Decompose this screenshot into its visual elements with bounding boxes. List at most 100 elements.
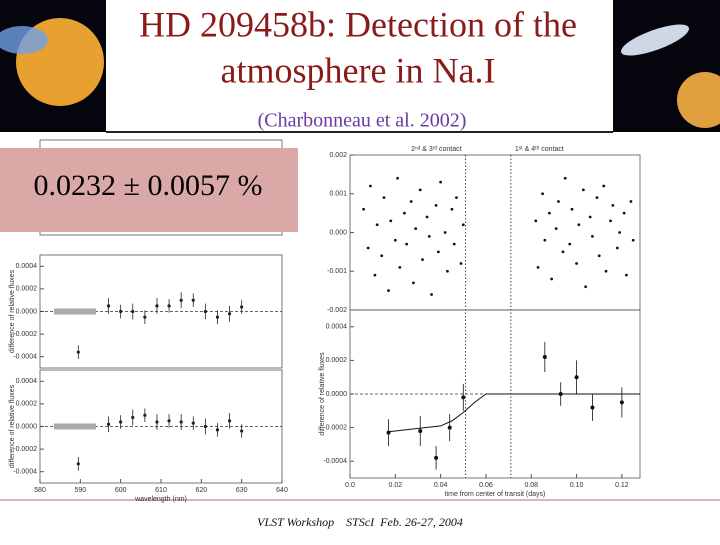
data-point xyxy=(215,315,220,319)
x-tick-label: 0.0 xyxy=(345,482,355,489)
data-point xyxy=(179,298,183,302)
scatter-point xyxy=(414,227,418,231)
scatter-point xyxy=(575,262,578,265)
x-tick-label: 600 xyxy=(115,487,127,494)
data-point xyxy=(558,392,563,396)
data-point xyxy=(240,305,244,309)
y-axis-label: difference of relative fluxes xyxy=(319,352,326,436)
scatter-point xyxy=(375,223,379,227)
scatter-point xyxy=(595,196,599,200)
y-tick-label: -0.0004 xyxy=(13,354,37,361)
scatter-point xyxy=(446,269,449,273)
scatter-point xyxy=(547,211,551,215)
scatter-point xyxy=(618,231,622,234)
data-point xyxy=(191,298,195,302)
y-tick-label: 0.0002 xyxy=(326,357,348,364)
scatter-point xyxy=(436,250,440,254)
data-point xyxy=(418,428,423,433)
scatter-point xyxy=(568,242,572,246)
scatter-point xyxy=(434,203,438,207)
scatter-point xyxy=(584,285,588,289)
y-tick-label: -0.0004 xyxy=(13,469,37,476)
data-point xyxy=(447,425,452,430)
band-shade xyxy=(54,423,96,430)
data-point xyxy=(76,350,80,354)
scatter-point xyxy=(396,176,399,180)
scatter-point xyxy=(597,254,601,258)
scatter-point xyxy=(366,246,370,250)
data-point xyxy=(106,422,111,426)
x-tick-label: 0.02 xyxy=(389,482,403,489)
data-point xyxy=(619,400,624,405)
scatter-point xyxy=(425,215,429,219)
x-axis-label: time from center of transit (days) xyxy=(445,491,546,498)
scatter-point xyxy=(622,211,626,215)
contact-label: 1ˢᵗ & 4ᵗʰ contact xyxy=(515,146,564,153)
scatter-point xyxy=(398,265,402,269)
scatter-point xyxy=(368,184,372,188)
scatter-point xyxy=(402,211,406,215)
y-tick-label: -0.001 xyxy=(327,268,347,275)
data-point xyxy=(119,420,123,424)
scatter-point xyxy=(534,219,538,223)
data-point xyxy=(143,413,147,417)
title-line: atmosphere in Na.I xyxy=(221,50,496,90)
scatter-point xyxy=(588,215,592,219)
y-tick-label: 0.0004 xyxy=(16,263,38,270)
scatter-point xyxy=(373,273,377,277)
x-tick-label: 610 xyxy=(155,487,167,494)
y-tick-label: 0.000 xyxy=(329,229,347,236)
y-tick-label: 0.0000 xyxy=(16,308,38,315)
scatter-point xyxy=(387,289,390,293)
scatter-point xyxy=(452,242,456,246)
scatter-point xyxy=(461,223,465,227)
data-point xyxy=(179,420,183,424)
scatter-point xyxy=(409,200,413,203)
title-line: HD 209458b: Detection of the xyxy=(139,4,577,44)
data-point xyxy=(227,312,232,316)
x-tick-label: 590 xyxy=(74,487,86,494)
x-tick-label: 0.12 xyxy=(615,482,629,489)
y-tick-label: 0.0004 xyxy=(326,324,348,331)
scatter-point xyxy=(591,234,594,238)
y-tick-label: -0.0002 xyxy=(13,446,37,453)
band-shade xyxy=(54,308,96,315)
scatter-point xyxy=(554,227,558,231)
scatter-point xyxy=(602,184,606,188)
scatter-point xyxy=(536,265,540,269)
star xyxy=(677,72,720,128)
data-point xyxy=(191,421,195,425)
data-point xyxy=(574,375,579,380)
scatter-point xyxy=(563,176,567,180)
data-point xyxy=(203,424,207,429)
y-tick-label: 0.0000 xyxy=(16,423,38,430)
data-point xyxy=(167,304,171,308)
data-point xyxy=(227,419,232,423)
scatter-point xyxy=(443,231,447,234)
scatter-point xyxy=(541,192,544,196)
x-tick-label: 620 xyxy=(195,487,207,494)
footer: VLST Workshop STScI Feb. 26-27, 2004 xyxy=(257,515,463,529)
data-point xyxy=(590,405,595,410)
result: 0.0232 ± 0.0057 % xyxy=(34,169,263,202)
x-tick-label: 0.06 xyxy=(479,482,493,489)
scatter-point xyxy=(609,219,612,223)
scatter-point xyxy=(382,196,386,200)
y-axis-label: difference of relative fluxes xyxy=(9,384,16,468)
x-tick-label: 630 xyxy=(236,487,248,494)
x-tick-label: 0.08 xyxy=(524,482,538,489)
scatter-point xyxy=(412,281,415,285)
data-point xyxy=(203,309,207,314)
scatter-point xyxy=(604,269,608,273)
x-tick-label: 580 xyxy=(34,487,46,494)
scatter-point xyxy=(615,246,619,250)
data-point xyxy=(386,430,391,435)
scatter-point xyxy=(459,262,463,265)
scatter-point xyxy=(629,200,633,203)
y-tick-label: 0.001 xyxy=(329,191,347,198)
x-tick-label: 640 xyxy=(276,487,288,494)
scatter-point xyxy=(543,238,547,242)
x-axis-label: wavelength (nm) xyxy=(134,496,187,503)
scatter-point xyxy=(455,196,458,200)
scatter-point xyxy=(570,207,574,211)
